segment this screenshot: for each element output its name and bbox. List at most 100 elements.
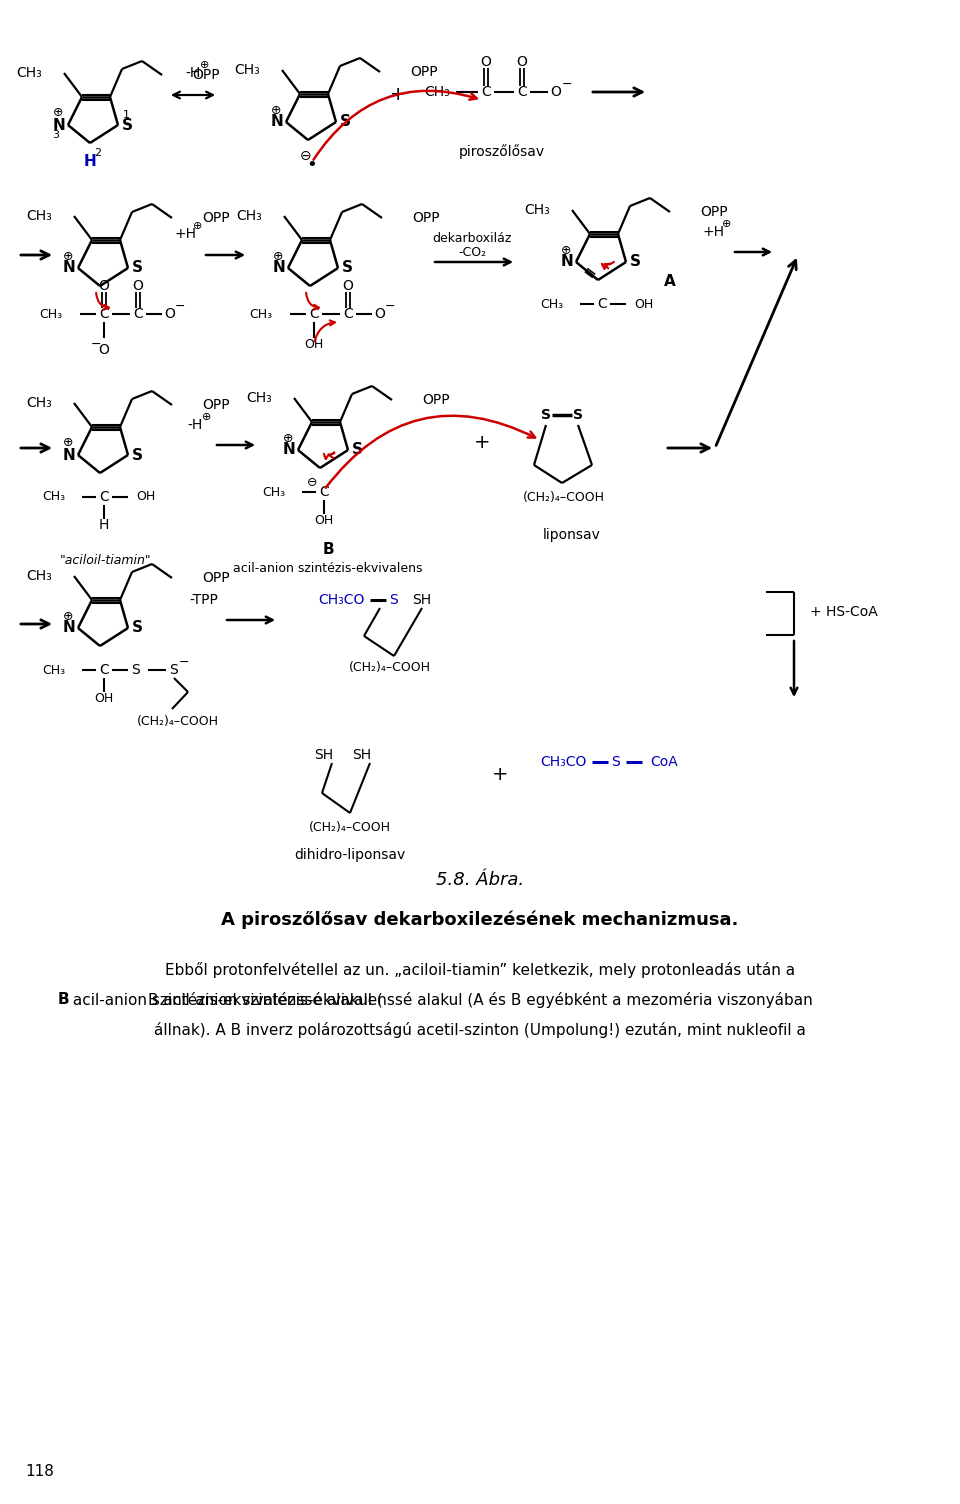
Text: CH₃: CH₃ <box>42 663 65 677</box>
Text: −: − <box>562 78 572 90</box>
Text: S: S <box>132 621 142 636</box>
Text: S: S <box>132 448 142 463</box>
Text: +: + <box>473 433 491 451</box>
Text: (CH₂)₄–COOH: (CH₂)₄–COOH <box>523 490 605 504</box>
Text: S: S <box>612 755 620 769</box>
Text: C: C <box>99 663 108 677</box>
Text: +H: +H <box>174 227 196 241</box>
Text: S: S <box>170 663 179 677</box>
Text: −: − <box>175 299 185 313</box>
Text: +: + <box>492 766 508 785</box>
Text: C: C <box>597 296 607 311</box>
Text: ⊕: ⊕ <box>62 436 73 450</box>
Text: O: O <box>164 307 176 320</box>
Text: 5.8. Ábra.: 5.8. Ábra. <box>436 871 524 889</box>
Text: −: − <box>91 337 101 350</box>
Text: CH₃: CH₃ <box>26 569 52 584</box>
Text: OH: OH <box>136 490 156 504</box>
Text: ⊕: ⊕ <box>201 60 209 71</box>
Text: OPP: OPP <box>202 211 229 226</box>
Text: S: S <box>573 408 583 423</box>
Text: (CH₂)₄–COOH: (CH₂)₄–COOH <box>137 716 219 728</box>
Text: 1: 1 <box>123 110 130 120</box>
Text: O: O <box>343 280 353 293</box>
Text: -TPP: -TPP <box>189 593 219 608</box>
Text: S: S <box>132 260 142 275</box>
Text: dekarboxiláz: dekarboxiláz <box>432 232 512 245</box>
Text: állnak). A B inverz polározottságú acetil-szinton (Umpolung!) ezután, mint nukle: állnak). A B inverz polározottságú aceti… <box>154 1023 806 1038</box>
Text: N: N <box>53 117 65 132</box>
Text: -CO₂: -CO₂ <box>458 245 486 259</box>
Text: •: • <box>306 156 318 174</box>
Text: ⊖: ⊖ <box>300 149 312 162</box>
Text: C: C <box>309 307 319 320</box>
Text: N: N <box>561 254 573 269</box>
Text: H: H <box>99 517 109 532</box>
Text: piroszőlősav: piroszőlősav <box>459 144 545 159</box>
Text: S: S <box>389 593 397 608</box>
Text: +H: +H <box>703 226 725 239</box>
Text: acil-anion szintézis-ekvivalens: acil-anion szintézis-ekvivalens <box>233 561 422 575</box>
Text: CH₃: CH₃ <box>234 63 260 77</box>
Text: OPP: OPP <box>192 68 220 83</box>
Text: B: B <box>58 993 70 1008</box>
Text: S: S <box>122 117 132 132</box>
Text: A piroszőlősav dekarboxilezésének mechanizmusa.: A piroszőlősav dekarboxilezésének mechan… <box>222 911 738 929</box>
Text: CH₃: CH₃ <box>247 391 272 405</box>
Text: OH: OH <box>94 692 113 704</box>
Text: CH₃: CH₃ <box>424 86 449 99</box>
Text: CH₃: CH₃ <box>16 66 42 80</box>
Text: CH₃CO: CH₃CO <box>318 593 365 608</box>
Text: O: O <box>132 280 143 293</box>
Text: C: C <box>133 307 143 320</box>
Text: 118: 118 <box>25 1465 54 1480</box>
Text: C: C <box>481 86 491 99</box>
Text: N: N <box>62 621 76 636</box>
Text: S: S <box>630 254 640 269</box>
Text: S: S <box>132 663 140 677</box>
Text: ⊕: ⊕ <box>283 432 293 445</box>
Text: ⊕: ⊕ <box>271 104 281 116</box>
Text: ⊖: ⊖ <box>307 475 317 489</box>
Text: + HS-CoA: + HS-CoA <box>810 605 877 620</box>
Text: SH: SH <box>352 747 372 763</box>
Text: OPP: OPP <box>410 65 438 80</box>
Text: (CH₂)₄–COOH: (CH₂)₄–COOH <box>309 821 391 833</box>
Text: B: B <box>323 543 334 558</box>
Text: CH₃: CH₃ <box>524 203 550 217</box>
Text: CH₃: CH₃ <box>42 490 65 504</box>
Text: -H: -H <box>187 418 203 432</box>
Text: OH: OH <box>314 513 334 526</box>
Text: 3: 3 <box>53 129 60 140</box>
Text: S: S <box>351 442 363 457</box>
Text: CoA: CoA <box>650 755 678 769</box>
Text: H: H <box>84 153 96 168</box>
Text: N: N <box>271 114 283 129</box>
Text: ⊕: ⊕ <box>722 220 732 229</box>
Text: C: C <box>99 490 108 504</box>
Text: ⊕: ⊕ <box>561 244 571 257</box>
Text: O: O <box>99 343 109 356</box>
Text: N: N <box>282 442 296 457</box>
Text: ⊕: ⊕ <box>203 412 212 423</box>
Text: O: O <box>99 280 109 293</box>
Text: SH: SH <box>413 593 432 608</box>
Text: CH₃: CH₃ <box>26 396 52 411</box>
Text: −: − <box>385 299 396 313</box>
Text: OPP: OPP <box>202 399 229 412</box>
Text: 2: 2 <box>94 147 102 158</box>
Text: liponsav: liponsav <box>543 528 601 541</box>
Text: ⊕: ⊕ <box>62 250 73 263</box>
Text: CH₃: CH₃ <box>249 307 272 320</box>
Text: CH₃: CH₃ <box>38 307 62 320</box>
Text: S: S <box>342 260 352 275</box>
Text: OPP: OPP <box>412 211 440 226</box>
Text: -H: -H <box>185 66 201 80</box>
Text: N: N <box>62 260 76 275</box>
Text: CH₃: CH₃ <box>262 486 285 498</box>
Text: S: S <box>541 408 551 423</box>
Text: C: C <box>343 307 353 320</box>
Text: CH₃: CH₃ <box>236 209 262 223</box>
Text: N: N <box>273 260 285 275</box>
Text: B acil-anion szintézis-ekvivalenssé alakul (A és B egyébként a mezoméria viszony: B acil-anion szintézis-ekvivalenssé alak… <box>148 993 812 1008</box>
